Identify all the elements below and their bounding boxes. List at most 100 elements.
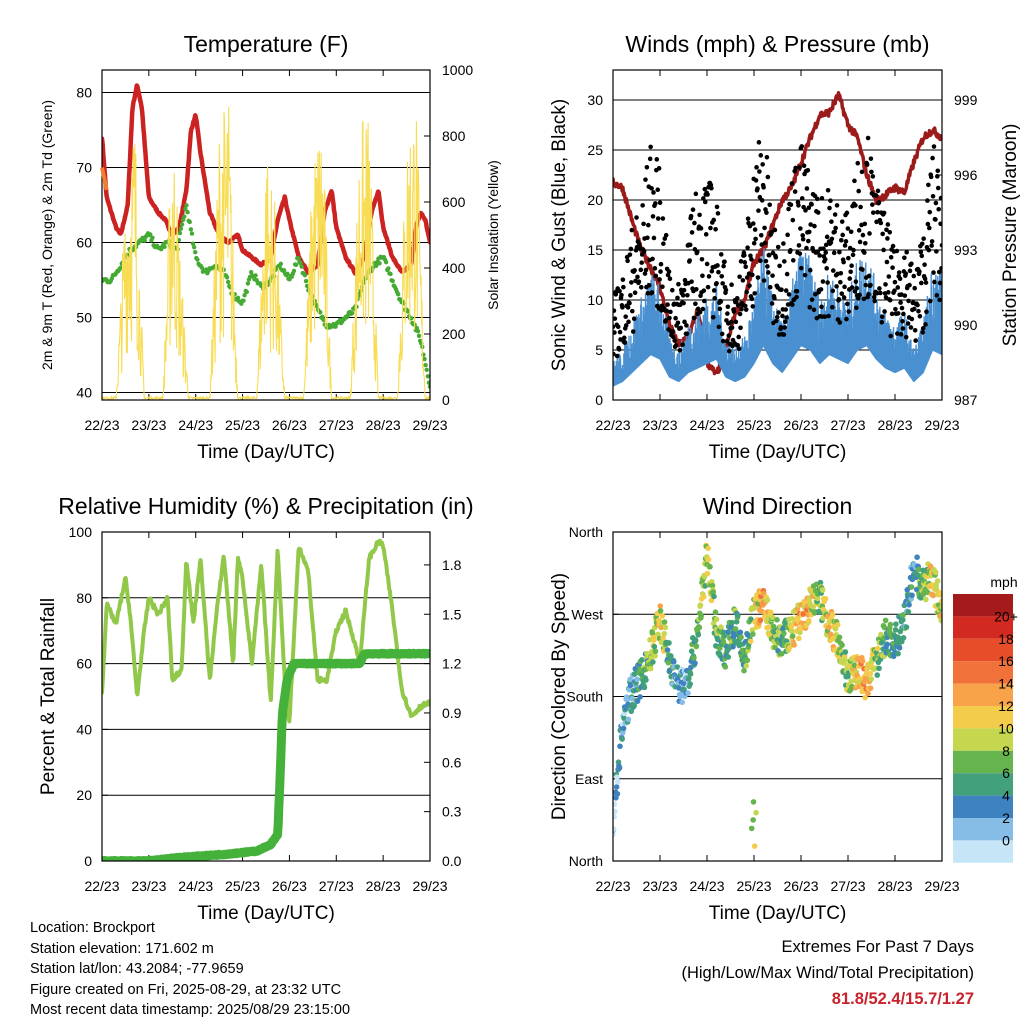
gust-point [745, 216, 751, 221]
gust-point [623, 323, 629, 328]
extremes-values: 81.8/52.4/15.7/1.27 [831, 990, 974, 1008]
gust-point [906, 298, 911, 304]
gust-point [694, 249, 700, 255]
direction-point [874, 672, 881, 678]
gust-point [819, 196, 825, 201]
direction-point [710, 589, 717, 595]
gust-point [703, 232, 709, 237]
gust-point [750, 304, 756, 309]
x-tick-label: 28/23 [877, 878, 912, 894]
station-info: Location: Brockport Station elevation: 1… [30, 918, 350, 1021]
direction-point [937, 592, 942, 598]
gust-point [832, 229, 837, 235]
gust-point [838, 270, 844, 276]
gust-point [629, 280, 634, 285]
y-axis-label: 2m & 9m T (Red, Orange) & 2m Td (Green) [39, 100, 55, 370]
gust-point [926, 182, 931, 188]
gust-point [702, 186, 708, 192]
gust-point [831, 250, 837, 256]
direction-point [641, 684, 648, 691]
gust-point [616, 347, 622, 352]
legend-label: 20+ [994, 608, 1018, 624]
gust-point [676, 281, 681, 287]
y-right-tick-label: 1.8 [442, 557, 462, 573]
direction-point [651, 643, 658, 650]
gust-point [648, 144, 653, 150]
gust-point [739, 306, 744, 312]
direction-point [637, 694, 643, 700]
gust-point [665, 302, 670, 307]
gust-point [918, 249, 924, 255]
gust-point [834, 284, 839, 289]
dewpoint-point [423, 362, 428, 368]
gust-point [860, 267, 865, 272]
gust-point [804, 186, 810, 191]
plot-frame [101, 69, 431, 401]
gust-point [938, 221, 942, 227]
y-tick-label: 40 [76, 385, 92, 401]
gust-point [830, 304, 835, 310]
gust-point [799, 144, 805, 149]
gust-point [668, 309, 673, 315]
y-right-tick-label: 0.6 [442, 754, 462, 770]
gust-point [873, 193, 879, 198]
gust-point [820, 279, 826, 284]
gust-point [726, 348, 732, 354]
gust-point [803, 208, 808, 213]
y-axis-label: Percent & Total Rainfall [38, 598, 59, 795]
gust-point [750, 221, 756, 226]
gust-point [882, 309, 887, 314]
gust-point [887, 230, 893, 235]
gust-point [903, 271, 909, 276]
x-tick-label: 29/23 [924, 417, 959, 433]
gust-point [812, 223, 817, 229]
direction-point [923, 596, 929, 603]
x-tick-label: 23/23 [642, 878, 677, 894]
y-tick-label: North [569, 524, 603, 540]
y-right-tick-label: 996 [954, 167, 978, 183]
gust-point [825, 280, 830, 285]
gust-point [642, 271, 648, 276]
dewpoint-point [281, 268, 287, 273]
gust-point [717, 306, 723, 312]
gust-point [693, 301, 698, 307]
gust-point [823, 242, 829, 248]
direction-point [906, 602, 912, 608]
plot-frame [101, 531, 431, 862]
legend-swatch [953, 616, 1013, 639]
y-right-tick-label: 990 [954, 317, 978, 333]
direction-point [695, 632, 702, 638]
direction-point [800, 611, 807, 617]
dewpoint-point [285, 271, 290, 277]
gust-point [848, 229, 854, 235]
gust-point [806, 229, 812, 235]
solar-insolation-line [102, 106, 430, 400]
y-right-tick-label: 400 [442, 260, 466, 276]
y-tick-label: 25 [587, 142, 603, 158]
chart-panel-2: Winds (mph) & Pressure (mb) Time (Day/UTC… [549, 31, 1021, 463]
gust-point [921, 236, 926, 241]
gust-point [757, 169, 762, 174]
legend-label: 2 [1002, 810, 1010, 826]
gust-point [824, 266, 829, 271]
gust-point [870, 202, 875, 207]
gust-point [658, 269, 663, 274]
gust-point [701, 196, 706, 201]
y-tick-label: 20 [76, 787, 92, 803]
gust-point [777, 263, 782, 269]
gust-point [670, 334, 676, 340]
dewpoint-point [185, 210, 190, 215]
x-tick-label: 23/23 [131, 878, 166, 894]
gust-point [649, 290, 655, 295]
gust-point [700, 273, 705, 279]
gust-point [790, 302, 795, 307]
gust-point [640, 203, 645, 208]
direction-point [781, 630, 787, 637]
y-right-tick-label: 200 [442, 326, 466, 342]
gust-point [884, 259, 890, 265]
gust-point [814, 196, 820, 202]
dewpoint-point [242, 293, 247, 298]
direction-point [670, 658, 677, 665]
gust-point [673, 343, 679, 348]
direction-point [905, 609, 912, 615]
